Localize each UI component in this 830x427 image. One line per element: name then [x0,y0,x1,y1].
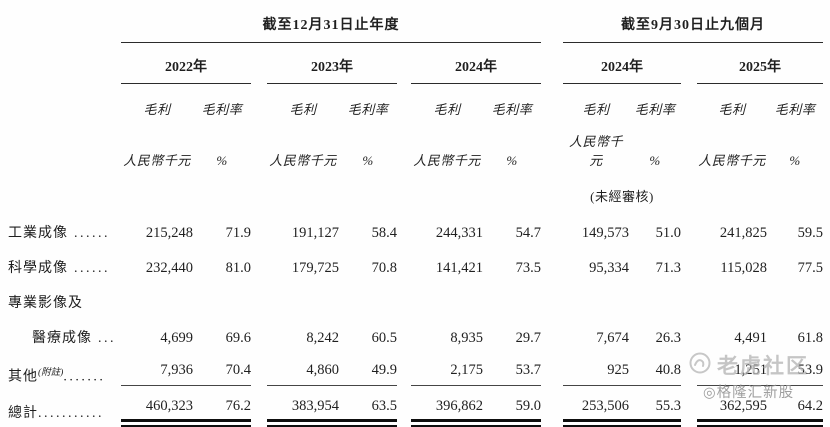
value-cell: 73.5 [515,260,541,276]
total-value-cell: 64.2 [767,398,823,427]
value-cell: 51.0 [655,225,681,241]
value-cell: 70.8 [371,260,397,276]
metric-profit-header: 毛利 [143,102,171,117]
value-cell: 81.0 [225,260,251,276]
value-cell: 95,334 [589,260,629,276]
total-value-cell: 460,323 [121,398,193,427]
period-nine-month-header: 截至9月30日止九個月 [563,14,823,43]
gross-profit-table-page: 截至12月31日止年度 截至9月30日止九個月 2022年 2023年 2024… [8,14,830,427]
table-row-total: 總計........... 460,323 76.2 383,954 63.5 … [8,398,830,427]
metric-margin-header: 毛利率 [634,102,676,117]
unit-header-row: 人民幣千元 % 人民幣千元 % 人民幣千元 % 人民幣千元 % 人民幣千元 % [8,131,830,169]
total-value-cell: 253,506 [563,398,629,427]
value-cell: 54.7 [515,225,541,241]
footnote-superscript: (附註) [38,368,64,379]
row-label: 醫療成像 ... [32,331,116,346]
unit-percent-header: % [362,153,374,168]
unit-percent-header: % [216,153,228,168]
value-cell: 4,860 [267,362,339,386]
table-row-scientific-imaging: 科學成像 ...... 232,440 81.0 179,725 70.8 14… [8,257,830,277]
value-cell: 232,440 [145,260,193,276]
row-label: 總計........... [8,406,104,421]
metric-margin-header: 毛利率 [491,102,533,117]
value-cell: 925 [563,362,629,386]
value-cell: 59.5 [797,225,823,241]
unit-rmb-header: 人民幣千元 [269,153,337,168]
total-value-cell: 362,595 [697,398,767,427]
metric-margin-header: 毛利率 [201,102,243,117]
year-header-2022: 2022年 [121,56,251,84]
value-cell: 49.9 [339,362,397,386]
value-cell: 7,936 [121,362,193,386]
value-cell: 115,028 [720,260,767,276]
value-cell: 4,491 [734,330,767,346]
value-cell: 215,248 [145,225,193,241]
value-cell: 71.3 [655,260,681,276]
row-label: 專業影像及 [8,296,83,311]
unit-percent-header: % [649,153,661,168]
value-cell: 1,251 [697,362,767,386]
value-cell: 8,242 [306,330,339,346]
value-cell: 40.8 [629,362,681,386]
metric-profit-header: 毛利 [289,102,317,117]
value-cell: 53.9 [767,362,823,386]
unaudited-note: (未經審核) [590,189,654,204]
year-header-row: 2022年 2023年 2024年 2024年 2025年 [8,56,830,84]
table-row-professional-imaging: 專業影像及 [8,292,830,312]
total-value-cell: 63.5 [339,398,397,427]
row-label: 工業成像 ...... [8,226,110,241]
value-cell: 141,421 [435,260,483,276]
unit-percent-header: % [506,153,518,168]
row-label: 科學成像 ...... [8,261,110,276]
value-cell: 2,175 [411,362,483,386]
row-label: 其他(附註)....... [8,368,106,385]
value-cell: 179,725 [291,260,339,276]
value-cell: 77.5 [797,260,823,276]
unit-rmb-header: 人民幣千元 [568,134,623,168]
unit-rmb-header: 人民幣千元 [123,153,191,168]
value-cell: 69.6 [225,330,251,346]
unit-rmb-header: 人民幣千元 [413,153,481,168]
table-row-industrial-imaging: 工業成像 ...... 215,248 71.9 191,127 58.4 24… [8,222,830,242]
total-value-cell: 383,954 [267,398,339,427]
value-cell: 4,699 [160,330,193,346]
metric-profit-header: 毛利 [718,102,746,117]
unit-percent-header: % [789,153,801,168]
value-cell: 60.5 [371,330,397,346]
value-cell: 244,331 [435,225,483,241]
value-cell: 149,573 [581,225,629,241]
value-cell: 71.9 [225,225,251,241]
table-row-medical-imaging: 醫療成像 ... 4,699 69.6 8,242 60.5 8,935 29.… [8,327,830,347]
metric-margin-header: 毛利率 [347,102,389,117]
year-header-2025-9m: 2025年 [697,56,823,84]
period-annual-header: 截至12月31日止年度 [121,14,541,43]
total-value-cell: 55.3 [629,398,681,427]
total-value-cell: 396,862 [411,398,483,427]
year-header-2024: 2024年 [411,56,541,84]
unaudited-note-row: (未經審核) [8,186,830,205]
metric-profit-header: 毛利 [582,102,610,117]
value-cell: 7,674 [596,330,629,346]
unit-rmb-header: 人民幣千元 [698,153,766,168]
value-cell: 61.8 [797,330,823,346]
total-value-cell: 59.0 [483,398,541,427]
value-cell: 191,127 [291,225,339,241]
total-value-cell: 76.2 [193,398,251,427]
value-cell: 8,935 [450,330,483,346]
value-cell: 29.7 [515,330,541,346]
value-cell: 241,825 [719,225,767,241]
period-header-row: 截至12月31日止年度 截至9月30日止九個月 [8,14,830,43]
value-cell: 26.3 [655,330,681,346]
value-cell: 70.4 [193,362,251,386]
value-cell: 58.4 [371,225,397,241]
metric-profit-header: 毛利 [433,102,461,117]
metric-header-row: 毛利 毛利率 毛利 毛利率 毛利 毛利率 毛利 毛利率 毛利 毛利率 [8,99,830,118]
metric-margin-header: 毛利率 [774,102,816,117]
table-row-others: 其他(附註)....... 7,936 70.4 4,860 49.9 2,17… [8,362,830,386]
value-cell: 53.7 [483,362,541,386]
year-header-2023: 2023年 [267,56,397,84]
year-header-2024-9m: 2024年 [563,56,681,84]
